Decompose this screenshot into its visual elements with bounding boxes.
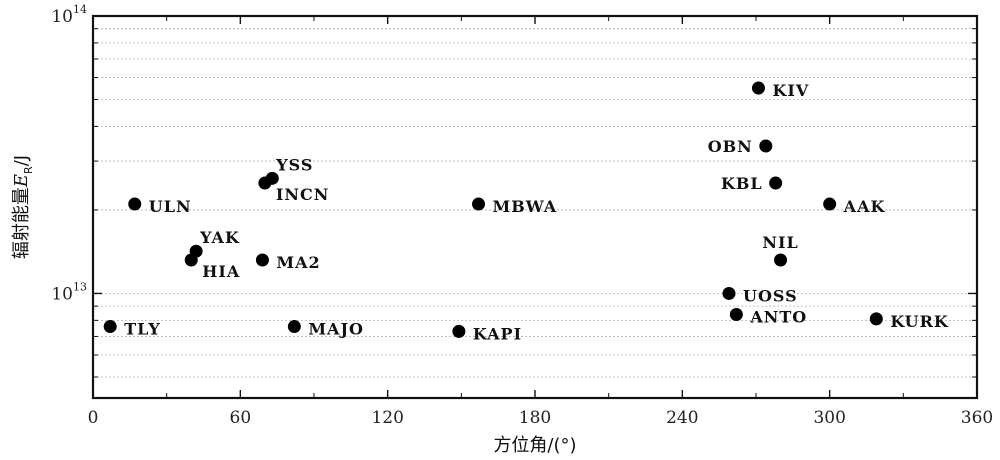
data-point-aak bbox=[823, 197, 837, 211]
y-tick-label: 1014 bbox=[51, 3, 87, 27]
x-tick-label: 180 bbox=[519, 408, 551, 428]
data-point-kurk bbox=[869, 312, 883, 326]
y-axis-title-unit: /J bbox=[11, 155, 32, 166]
x-tick-label: 120 bbox=[371, 408, 403, 428]
x-tick-label: 360 bbox=[961, 408, 993, 428]
point-label-ma2: MA2 bbox=[276, 253, 320, 272]
x-axis-title: 方位角/(°) bbox=[493, 435, 576, 456]
x-tick-label: 60 bbox=[230, 408, 252, 428]
y-tick-label: 1013 bbox=[51, 280, 87, 304]
data-point-kbl bbox=[769, 176, 783, 190]
point-label-yss: YSS bbox=[275, 155, 313, 174]
y-axis-title-prefix: 辐射能量 bbox=[11, 187, 32, 259]
point-label-majo: MAJO bbox=[308, 320, 364, 339]
data-point-kiv bbox=[751, 81, 765, 95]
point-label-hia: HIA bbox=[202, 262, 240, 281]
point-label-mbwa: MBWA bbox=[493, 197, 558, 216]
data-point-anto bbox=[729, 307, 743, 321]
data-point-majo bbox=[287, 320, 301, 334]
data-point-incn bbox=[258, 176, 272, 190]
point-label-nil: NIL bbox=[762, 233, 798, 252]
points-layer: KIV OBN KBL AAK NIL UOSS ANTO KURK YSS INCN ULN MBW… bbox=[103, 81, 949, 343]
ticks-layer: 0 60 120 180 240 300 360 1013 1014 bbox=[51, 3, 993, 428]
point-label-yak: YAK bbox=[199, 228, 240, 247]
data-point-hia bbox=[184, 253, 198, 267]
y-axis-title-subscript: R bbox=[22, 166, 35, 174]
point-label-kurk: KURK bbox=[890, 312, 949, 331]
data-point-nil bbox=[774, 253, 788, 267]
point-label-uln: ULN bbox=[149, 197, 192, 216]
data-point-kapi bbox=[452, 324, 466, 338]
point-label-obn: OBN bbox=[708, 137, 753, 156]
plot-frame bbox=[91, 14, 979, 400]
x-tick-label: 300 bbox=[813, 408, 845, 428]
x-tick-label: 240 bbox=[666, 408, 698, 428]
point-label-uoss: UOSS bbox=[743, 286, 798, 305]
data-point-tly bbox=[103, 320, 117, 334]
point-label-kiv: KIV bbox=[772, 81, 809, 100]
point-label-kbl: KBL bbox=[721, 174, 763, 193]
data-point-mbwa bbox=[472, 197, 486, 211]
data-point-ma2 bbox=[255, 253, 269, 267]
point-label-kapi: KAPI bbox=[473, 324, 522, 343]
y-axis-title-variable: E bbox=[11, 174, 32, 188]
point-label-tly: TLY bbox=[124, 320, 161, 339]
point-label-aak: AAK bbox=[843, 197, 886, 216]
y-axis-title: 辐射能量ER/J bbox=[11, 155, 35, 259]
point-label-anto: ANTO bbox=[749, 307, 807, 326]
data-point-obn bbox=[759, 139, 773, 153]
x-tick-label: 0 bbox=[88, 408, 99, 428]
point-label-incn: INCN bbox=[276, 185, 329, 204]
data-point-uln bbox=[128, 197, 142, 211]
data-point-uoss bbox=[722, 286, 736, 300]
